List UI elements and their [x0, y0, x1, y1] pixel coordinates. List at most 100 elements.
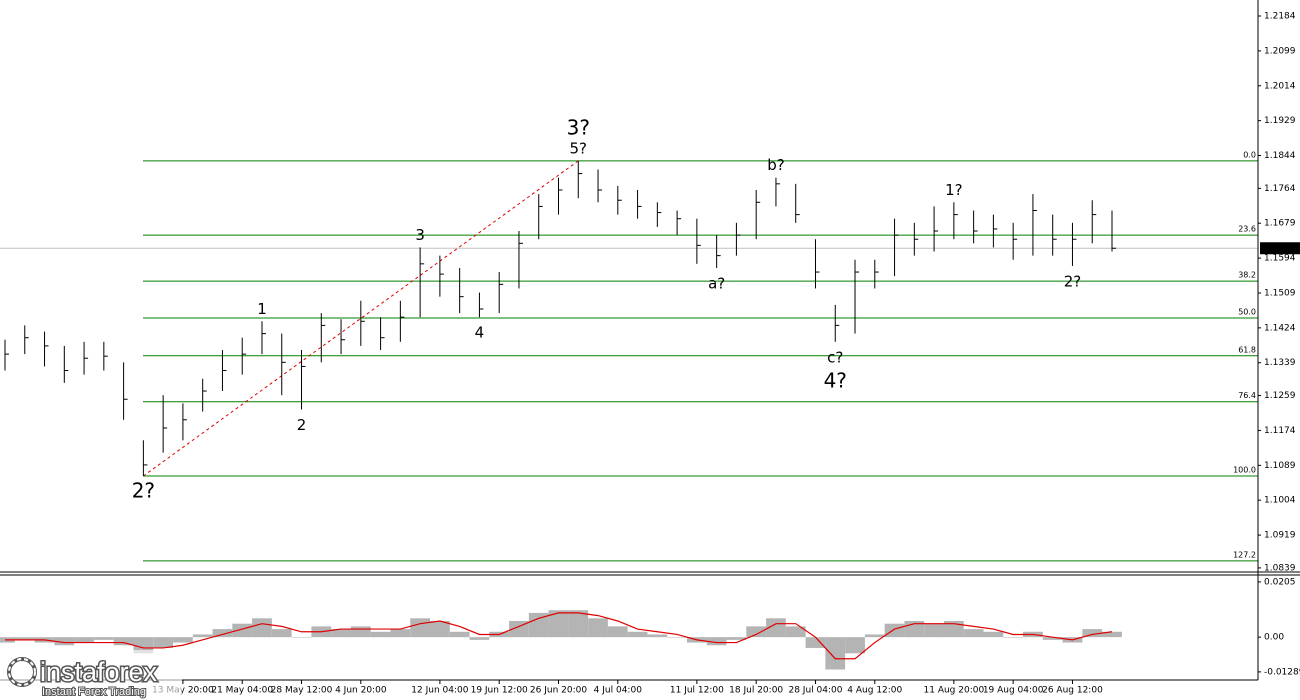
histogram-bar [271, 629, 292, 638]
wave-label: b? [767, 156, 784, 174]
histogram-bar [1082, 629, 1103, 638]
histogram-bar [528, 612, 549, 638]
indicator-y-tick-label: 0.00 [1264, 633, 1284, 643]
histogram-bar [469, 637, 490, 640]
histogram-bar [331, 629, 351, 638]
histogram-bar [845, 637, 865, 654]
wave-label: 2 [297, 416, 307, 434]
histogram-bar [252, 618, 272, 638]
histogram-bar [153, 637, 174, 648]
histogram-bar [449, 631, 470, 638]
histogram-bar [825, 637, 846, 670]
histogram-bar [350, 626, 371, 638]
histogram-bar [963, 629, 984, 638]
y-tick-label: 1.2099 [1264, 46, 1296, 56]
histogram-bar [54, 637, 75, 646]
histogram-bar [746, 626, 767, 638]
histogram-bar [864, 634, 885, 638]
x-tick-label: 11 Jul 12:00 [670, 686, 724, 696]
x-tick-label: 12 Jun 04:00 [411, 686, 468, 696]
current-price-box [1260, 242, 1300, 255]
histogram-bar [192, 634, 213, 638]
y-tick-label: 1.1339 [1264, 358, 1296, 368]
logo-icon [8, 658, 36, 686]
signal-line [5, 612, 1113, 660]
y-tick-label: 1.1259 [1264, 391, 1296, 401]
y-tick-label: 1.1844 [1264, 151, 1296, 161]
y-tick-label: 1.1174 [1264, 426, 1296, 436]
current-price-label: 1.1618 [1264, 244, 1299, 254]
histogram-bar [291, 637, 312, 638]
x-tick-label: 19 Aug 04:00 [983, 686, 1044, 696]
wave-label: 4 [475, 324, 485, 342]
x-tick-label: 11 Aug 20:00 [924, 686, 985, 696]
wave-label: c? [827, 348, 843, 366]
histogram-bar [667, 637, 687, 638]
x-tick-label: 13 May 20:00 [152, 686, 214, 696]
wave-label: 2? [132, 478, 155, 502]
y-tick-label: 1.1424 [1264, 323, 1296, 333]
histogram-bar [568, 610, 589, 638]
y-tick-label: 1.1929 [1264, 116, 1296, 126]
y-tick-label: 1.1679 [1264, 219, 1296, 229]
watermark: instaforex Instant Forex Trading [0, 650, 182, 700]
wave-label: 5? [570, 139, 588, 157]
x-tick-label: 28 May 12:00 [271, 686, 333, 696]
histogram-bar [607, 626, 628, 638]
histogram-bar [133, 637, 154, 654]
histogram-bar [588, 618, 608, 638]
histogram-bar [726, 637, 747, 640]
wave-label: 4? [824, 368, 847, 392]
histogram-bar [627, 631, 648, 638]
x-tick-label: 26 Jun 20:00 [530, 686, 587, 696]
indicator-y-tick-label: 0.0205 [1264, 577, 1296, 587]
y-tick-label: 1.0839 [1264, 563, 1296, 573]
wave-label: a? [708, 274, 725, 292]
histogram-bar [884, 623, 905, 638]
histogram-bar [509, 620, 529, 638]
histogram-bar [113, 637, 134, 646]
histogram-bar [212, 629, 233, 638]
histogram-bar [370, 631, 391, 638]
fib-label: 61.8 [1238, 345, 1256, 354]
histogram-bar [173, 637, 193, 643]
x-tick-label: 19 Jun 12:00 [471, 686, 528, 696]
x-tick-label: 4 Jun 20:00 [335, 686, 387, 696]
y-tick-label: 1.1089 [1264, 461, 1296, 471]
histogram-bar [983, 631, 1004, 638]
wave-label: 3? [567, 115, 590, 139]
histogram-bar [430, 620, 450, 638]
fib-label: 100.0 [1233, 465, 1256, 474]
watermark-brand: instaforex [40, 657, 158, 687]
histogram-bar [1003, 637, 1024, 638]
histogram-bar [924, 623, 944, 638]
indicator-y-tick-label: -0.01289 [1264, 667, 1300, 677]
wave-label: 1? [945, 181, 963, 199]
y-tick-label: 1.0919 [1264, 531, 1296, 541]
x-tick-label: 18 Jul 20:00 [729, 686, 783, 696]
histogram-bar [706, 637, 727, 646]
wave-label: 2? [1064, 272, 1082, 290]
watermark-tagline: Instant Forex Trading [42, 686, 146, 698]
y-tick-label: 1.2184 [1264, 12, 1296, 22]
price-panel: 0.0 23.6 38.2 50.0 61.8 76.4 100.0 127.2 2? 1 2 3 4 5… [0, 115, 1258, 562]
watermark-backdrop [0, 650, 182, 700]
histogram-bar [232, 623, 253, 638]
wave-label: 3 [415, 226, 425, 244]
fib-label: 23.6 [1238, 225, 1256, 234]
fib-label: 127.2 [1233, 550, 1256, 559]
histogram-bar [390, 629, 411, 638]
histogram-bar [1042, 637, 1063, 640]
histogram-bar [14, 637, 35, 640]
histogram-bar [93, 637, 114, 640]
histogram-bar [410, 618, 431, 638]
fib-label: 0.0 [1243, 150, 1256, 159]
fib-label: 50.0 [1238, 308, 1256, 317]
x-tick-label: 26 Aug 12:00 [1042, 686, 1103, 696]
histogram-bar [766, 618, 786, 638]
x-tick-label: 4 Aug 12:00 [847, 686, 902, 696]
x-tick-label: 21 May 04:00 [211, 686, 273, 696]
wave-label: 1 [257, 300, 267, 318]
